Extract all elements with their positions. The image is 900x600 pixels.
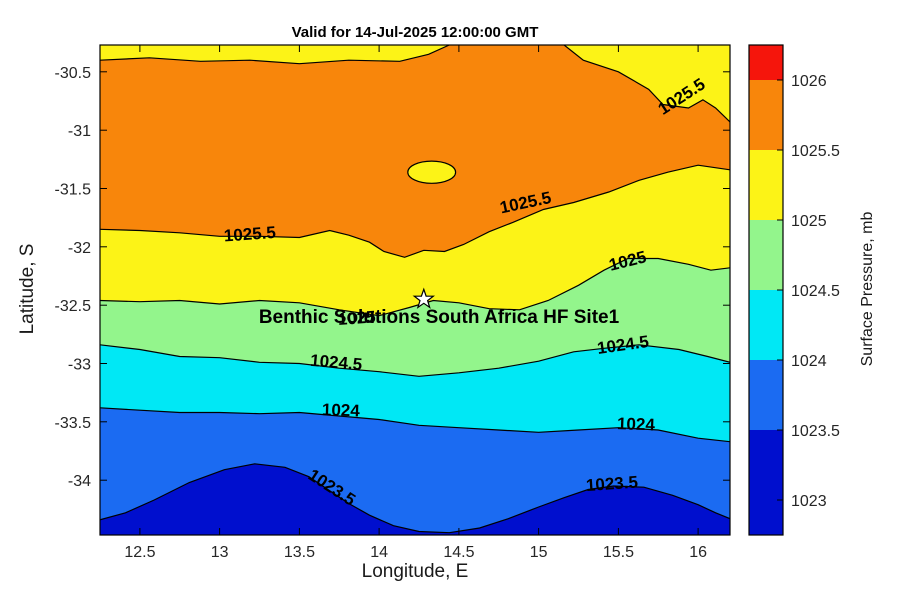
colorbar: 1026 1025.5 1025 1024.5 1024 1023.5 1023 xyxy=(748,44,840,536)
colorbar-band xyxy=(749,290,783,360)
colorbar-band xyxy=(749,150,783,220)
colorbar-tick-label: 1023.5 xyxy=(791,423,840,440)
axes: 12.5 13 13.5 14 14.5 15 15.5 16 -30.5 -31 -31.5 -32… xyxy=(55,44,731,561)
y-tick-label: -32.5 xyxy=(55,298,92,315)
x-tick-label: 12.5 xyxy=(124,544,155,561)
contour-label: 1023.5 xyxy=(585,472,638,495)
band-yellow-island xyxy=(407,160,457,184)
y-tick-label: -32 xyxy=(68,240,91,257)
contour-line-1023_5 xyxy=(100,463,730,534)
x-tick-label: 14.5 xyxy=(443,544,474,561)
contour-label: 1025 xyxy=(337,307,376,329)
x-tick-label: 13.5 xyxy=(284,544,315,561)
colorbar-band xyxy=(749,45,783,80)
contour-line-1025 xyxy=(100,257,730,317)
contour-label: 1024.5 xyxy=(309,351,362,374)
chart-title: Valid for 14-Jul-2025 12:00:00 GMT xyxy=(291,24,539,41)
x-tick-label: 14 xyxy=(370,544,388,561)
contour-line-1025_5 xyxy=(100,45,450,65)
x-axis-label: Longitude, E xyxy=(361,561,469,582)
y-tick-label: -33 xyxy=(68,357,91,374)
contour-line-1025_5 xyxy=(100,164,730,258)
plot-border xyxy=(99,44,731,536)
site-annotation-text: Benthic Solutions South Africa HF Site1 xyxy=(258,307,620,328)
colorbar-tick-label: 1026 xyxy=(791,73,827,90)
colorbar-tick-label: 1025.5 xyxy=(791,143,840,160)
contour-line-1024_5 xyxy=(100,344,730,377)
colorbar-band xyxy=(749,360,783,430)
y-tick-label: -31.5 xyxy=(55,182,92,199)
y-tick-label: -33.5 xyxy=(55,415,92,432)
contour-label: 1024 xyxy=(617,414,656,434)
y-tick-label: -34 xyxy=(68,473,91,490)
y-axis-label: Latitude, S xyxy=(17,243,38,335)
y-tick-label: -31 xyxy=(68,123,91,140)
band-darkblue xyxy=(100,463,730,535)
colorbar-tick-label: 1023 xyxy=(791,493,827,510)
colorbar-tick-label: 1024.5 xyxy=(791,283,840,300)
contour-label: 1024 xyxy=(322,400,361,420)
band-orange xyxy=(100,45,730,258)
x-tick-label: 15.5 xyxy=(603,544,634,561)
contour-line-1025_5 xyxy=(563,45,730,123)
colorbar-tick-label: 1024 xyxy=(791,353,827,370)
x-tick-label: 13 xyxy=(211,544,229,561)
colorbar-band xyxy=(749,430,783,535)
map-area: 1025.51025.51025.5102510251024.51024.510… xyxy=(100,45,730,535)
contour-label: 1025.5 xyxy=(223,223,276,246)
contour-line-1024 xyxy=(100,407,730,443)
colorbar-tick-label: 1025 xyxy=(791,213,827,230)
x-tick-label: 16 xyxy=(689,544,707,561)
colorbar-label: Surface Pressure, mb xyxy=(859,211,876,367)
colorbar-band xyxy=(749,80,783,150)
site-star-marker xyxy=(412,287,436,309)
x-tick-label: 15 xyxy=(530,544,548,561)
y-tick-label: -30.5 xyxy=(55,65,92,82)
colorbar-band xyxy=(749,220,783,290)
